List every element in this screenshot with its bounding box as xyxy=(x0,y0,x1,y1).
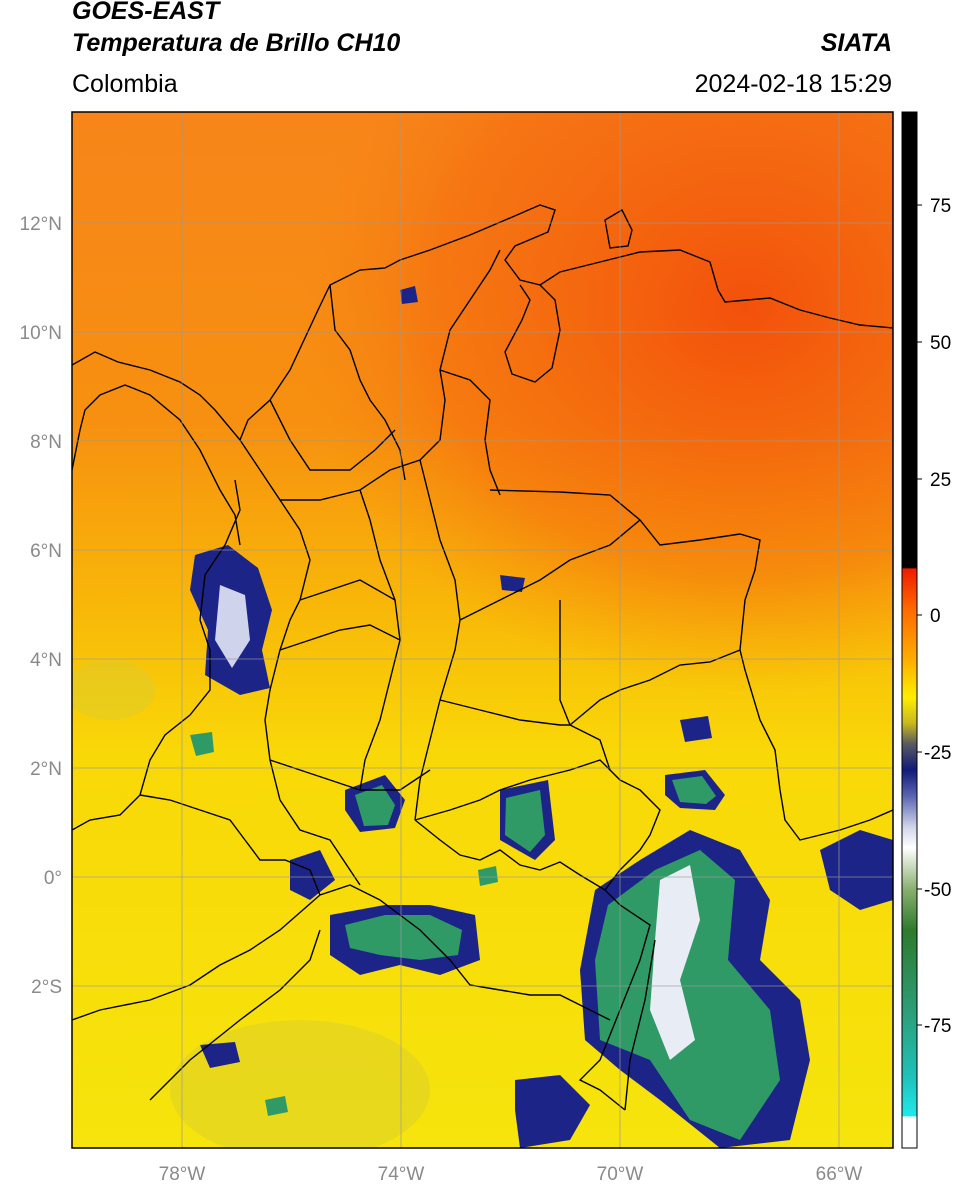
graticule xyxy=(72,112,893,1148)
lon-label: 66°W xyxy=(816,1164,863,1185)
lat-label: 12°N xyxy=(20,214,62,235)
map-frame xyxy=(71,111,894,1149)
timestamp-label: 2024-02-18 15:29 xyxy=(694,70,892,98)
colorbar-tick: 25 xyxy=(930,470,951,491)
lon-label: 78°W xyxy=(159,1164,206,1185)
lon-label: 70°W xyxy=(597,1164,644,1185)
colorbar-frame xyxy=(901,111,918,1149)
map-panel xyxy=(72,112,893,1148)
colorbar-gradient xyxy=(902,112,917,1148)
lat-label: 2°N xyxy=(30,759,62,780)
olive-patch xyxy=(170,1020,430,1148)
product-title: Temperatura de Brillo CH10 xyxy=(72,29,401,57)
colorbar: 75 50 25 0 -25 -50 -75 xyxy=(901,111,951,1149)
colorbar-tick: -50 xyxy=(924,880,951,901)
agency-label: SIATA xyxy=(820,29,892,57)
region-label: Colombia xyxy=(72,70,178,98)
colorbar-tick: -75 xyxy=(924,1016,951,1037)
cloud-cells xyxy=(190,286,893,1148)
lat-label: 4°N xyxy=(30,650,62,671)
boundaries xyxy=(72,204,893,1111)
lat-label: 6°N xyxy=(30,541,62,562)
colorbar-tick: -25 xyxy=(924,743,951,764)
lat-label: 2°S xyxy=(31,977,62,998)
lat-label: 10°N xyxy=(20,323,62,344)
lon-label: 74°W xyxy=(378,1164,425,1185)
colorbar-tick: 50 xyxy=(930,333,951,354)
lat-label: 8°N xyxy=(30,432,62,453)
lat-labels: 12°N 10°N 8°N 6°N 4°N 2°N 0° 2°S xyxy=(20,214,62,998)
lon-labels: 78°W 74°W 70°W 66°W xyxy=(159,1164,863,1185)
colorbar-tick: 75 xyxy=(930,196,951,217)
warm-region-northeast xyxy=(72,112,893,812)
satellite-title: GOES-EAST xyxy=(72,0,220,25)
olive-patch xyxy=(72,660,155,720)
colorbar-tick: 0 xyxy=(930,606,941,627)
lat-label: 0° xyxy=(44,868,62,889)
